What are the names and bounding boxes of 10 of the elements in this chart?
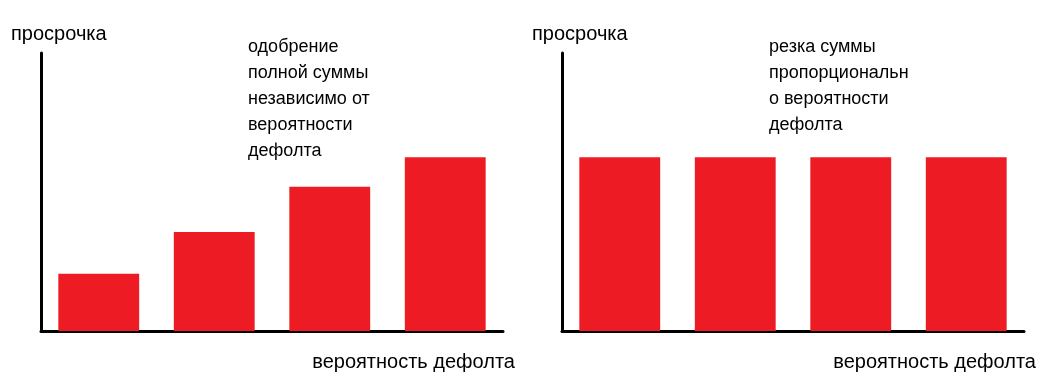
bar [58,273,140,331]
annotation: одобрение полной суммы независимо от вероятности дефолта [248,36,375,160]
x-axis-title: вероятность дефолта [833,350,1037,372]
y-axis-title: просрочка [532,22,629,44]
bar [404,157,486,331]
bar [173,231,255,331]
text: резка суммы пропорционально вероятности дефолта [769,36,909,134]
y-axis-title: просрочка [11,22,108,44]
x-axis-title: вероятность дефолта [312,350,516,372]
bar [289,186,371,331]
